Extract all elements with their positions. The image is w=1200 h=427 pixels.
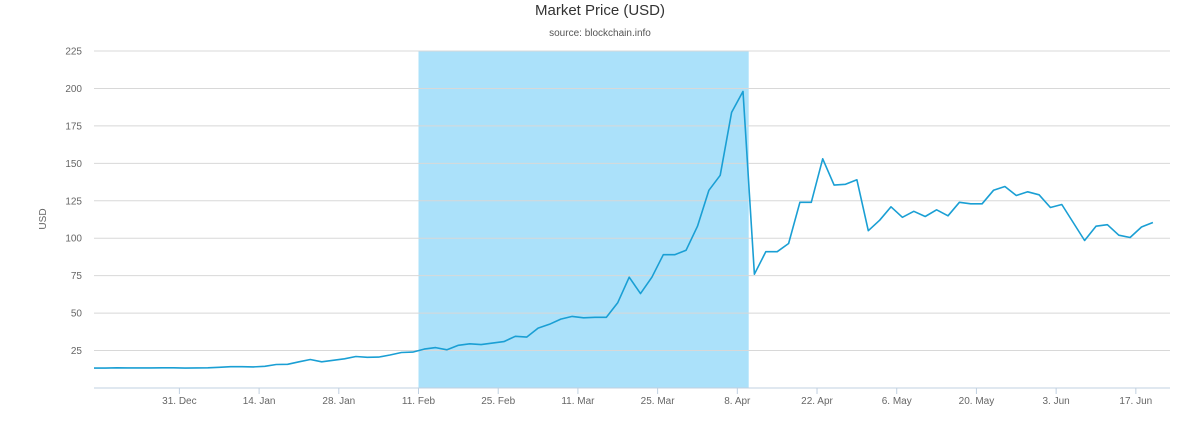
x-tick-label: 6. May	[882, 396, 912, 407]
y-tick-label: 125	[65, 196, 82, 207]
x-tick-label: 17. Jun	[1119, 396, 1152, 407]
x-tick-label: 31. Dec	[162, 396, 196, 407]
x-tick-label: 11. Feb	[402, 396, 436, 407]
chart-title: Market Price (USD)	[534, 2, 665, 19]
axis-layer: 25 50 75 100 125 150 175 200 225 31. Dec 14. Jan 28…	[65, 47, 1170, 407]
x-tick-label: 14. Jan	[243, 396, 276, 407]
x-tick-label: 25. Feb	[481, 396, 515, 407]
y-tick-label: 175	[65, 121, 82, 132]
y-tick-label: 50	[71, 309, 83, 320]
series-layer	[94, 90, 1154, 369]
x-tick-label: 20. May	[959, 396, 995, 407]
chart-subtitle: source: blockchain.info	[549, 28, 651, 39]
highlight-band	[418, 51, 749, 388]
x-tick-label: 8. Apr	[724, 396, 751, 407]
x-tick-label: 11. Mar	[561, 396, 595, 407]
y-axis-label: USD	[38, 208, 49, 229]
y-tick-label: 25	[71, 346, 83, 357]
y-tick-label: 200	[65, 84, 82, 95]
highlight-band-layer	[418, 51, 749, 388]
y-tick-label: 225	[65, 47, 82, 58]
x-tick-label: 22. Apr	[801, 396, 833, 407]
price-series-line	[94, 90, 1154, 369]
grid-layer	[94, 50, 1170, 352]
y-tick-label: 75	[71, 271, 83, 282]
x-tick-label: 25. Mar	[641, 396, 676, 407]
y-tick-label: 100	[65, 234, 82, 245]
x-tick-label: 3. Jun	[1043, 396, 1070, 407]
y-tick-label: 150	[65, 159, 82, 170]
x-tick-label: 28. Jan	[322, 396, 355, 407]
